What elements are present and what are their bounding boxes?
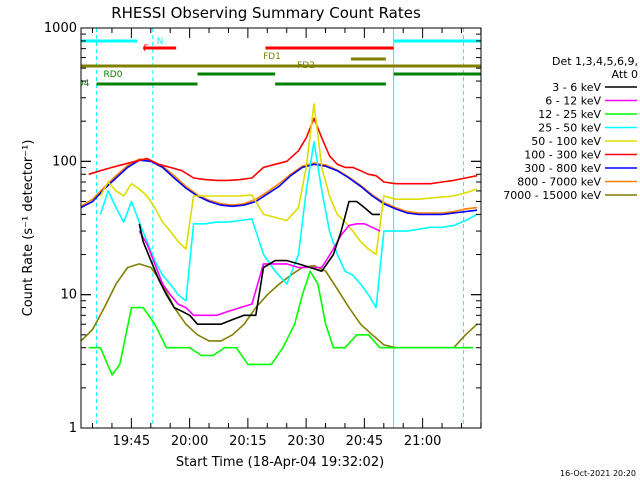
x-tick-label-5: 21:00 [404,434,441,449]
legend-label-4: 50 - 100 keV [531,135,601,148]
legend-label-6: 300 - 800 keV [524,162,601,175]
flag-label-fd2: FD2 [297,61,315,71]
axes: 1 10 100 1000 19:45 20:00 20:15 20:30 20:45 21:00 [44,21,482,449]
plot-frame [80,27,482,429]
legend-label-5: 100 - 300 keV [524,149,601,162]
y-tick-label-3: 1000 [44,21,77,36]
legend-label-3: 25 - 50 keV [538,122,601,135]
legend-label-1: 6 - 12 keV [545,95,601,108]
x-axis-label: Start Time (18-Apr-04 19:32:02) [176,455,384,470]
flag-label-fd1: FD1 [263,52,281,62]
legend-label-7: 800 - 7000 keV [517,176,601,189]
x-tick-label-2: 20:15 [229,434,266,449]
series-line-6 [81,159,478,216]
legend-label-0: 3 - 6 keV [552,81,601,94]
footer-date: 16-Oct-2021 20:20 [560,469,636,478]
flag-label-rd4: RD4 [71,79,90,89]
flag-label-n: N [157,37,164,47]
x-tick-label-3: 20:30 [287,434,324,449]
series-line-5 [88,117,478,185]
y-tick-label-2: 100 [52,154,77,169]
legend-header-1: Att 0 [612,68,638,81]
x-tick-label-0: 19:45 [113,434,150,449]
plot-area: NF FD1 FD2 RD0 RD4 [71,28,481,428]
legend-label-8: 7000 - 15000 keV [503,189,601,202]
legend-label-2: 12 - 25 keV [538,108,601,121]
legend-header-0: Det 1,3,4,5,6,9, [552,55,638,68]
y-tick-label-0: 1 [69,421,77,436]
series-line-4 [99,103,478,256]
y-tick-label-1: 10 [60,288,77,303]
series-line-0 [138,200,380,325]
series-line-3 [99,141,478,309]
x-tick-label-4: 20:45 [346,434,383,449]
y-axis-label: Count Rate (s⁻¹ detector⁻¹) [21,140,36,317]
flag-label-f: F [143,44,148,54]
flag-label-rd0: RD0 [104,70,123,80]
series-line-1 [138,223,381,317]
x-tick-label-1: 20:00 [171,434,208,449]
series-line-2 [88,270,474,376]
chart-title: RHESSI Observing Summary Count Rates [111,4,421,22]
